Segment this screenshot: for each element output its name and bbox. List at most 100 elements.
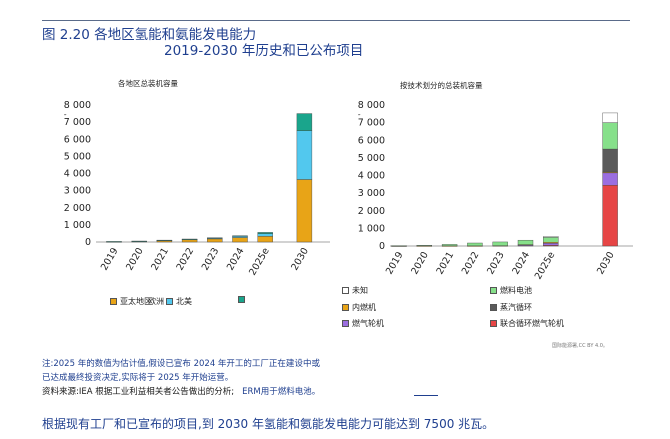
legend-swatch: [490, 304, 497, 311]
bar-segment-2030-2: [296, 113, 313, 131]
x-tick-label: 2025e: [247, 246, 272, 278]
legend-item: 燃气轮机: [342, 318, 384, 329]
legend-label: 燃气轮机: [352, 319, 384, 328]
y-tick-label: 5 000: [358, 153, 385, 164]
bar-segment-2030-3: [602, 148, 618, 173]
legend-swatch: [166, 298, 173, 305]
legend-item: 亚太地区: [110, 296, 152, 307]
bar-segment-2019-2: [106, 241, 122, 243]
x-tick-label: 2020: [124, 246, 146, 272]
bar-segment-2030-4: [602, 122, 618, 150]
legend-item: 未知: [342, 285, 368, 296]
bar-segment-2023-0: [207, 238, 223, 243]
legend-swatch: [342, 304, 349, 311]
x-tick-label: 2025e: [533, 250, 558, 282]
note-line2: 已达成最终投资决定,实际将于 2025 年开始运营。: [42, 373, 234, 383]
x-tick-label: 2021: [435, 250, 457, 276]
bar-segment-2030-0: [296, 179, 313, 243]
legend-item: 联合循环燃气轮机: [490, 318, 564, 329]
y-tick-label: 6 000: [64, 134, 91, 145]
legend-label: 欧洲: [148, 297, 164, 306]
bar-segment-2023-2: [207, 237, 223, 239]
figure-title-line1: 图 2.20 各地区氢能和氨能发电能力: [42, 27, 257, 43]
left-chart-title: 各地区总装机容量: [118, 79, 178, 88]
summary-text: 根据现有工厂和已宣布的项目,到 2030 年氢能和氨能发电能力可能达到 7500…: [42, 417, 495, 431]
bar-segment-2023-4: [492, 241, 508, 246]
legend-item: 北美: [166, 296, 192, 307]
y-tick-label: 7 000: [64, 117, 91, 128]
note-line1: 注:2025 年的数值为估计值,假设已宣布 2024 年开工的工厂正在建设中或: [42, 359, 320, 369]
bar-segment-2030-1: [602, 172, 618, 186]
legend-label: 未知: [352, 286, 368, 295]
legend-label: 内燃机: [352, 303, 376, 312]
notes: 注:2025 年的数值为估计值,假设已宣布 2024 年开工的工厂正在建设中或 …: [42, 357, 320, 399]
bar-segment-2021-2: [156, 239, 173, 241]
bar-segment-2020-4: [416, 245, 433, 247]
legend-label: 联合循环燃气轮机: [500, 319, 564, 328]
bar-segment-2025e-0: [257, 236, 273, 243]
legend-item: 内燃机: [342, 302, 376, 313]
x-tick-label: 2022: [460, 250, 482, 276]
legend-item: 蒸汽循环: [490, 302, 532, 313]
legend-swatch: [490, 287, 497, 294]
x-tick-label: 2023: [485, 250, 507, 276]
x-tick-label: 2020: [409, 250, 431, 276]
bar-segment-2025e-1: [543, 242, 559, 246]
axis-tick-mark: ″: [358, 113, 361, 121]
y-tick-label: 1 000: [358, 223, 385, 234]
bar-segment-2019-4: [391, 245, 407, 247]
bar-segment-2030-5: [602, 112, 618, 123]
y-tick-label: 4 000: [358, 171, 385, 182]
legend-label: 燃料电池: [500, 286, 532, 295]
y-tick-label: 0: [85, 237, 91, 248]
x-tick-label: 2030: [289, 246, 311, 272]
x-tick-label: 2023: [200, 246, 222, 272]
x-tick-label: 2022: [175, 246, 197, 272]
y-tick-label: 2 000: [64, 203, 91, 214]
bar-segment-2025e-1: [257, 233, 273, 237]
left-chart: 0 1 000 2 000 3 000 4 000 5 000 6 000 7 000 8 00…: [64, 100, 330, 278]
top-rule: [42, 20, 630, 21]
y-tick-label: 5 000: [64, 151, 91, 162]
legend-item: 欧洲: [148, 296, 164, 307]
legend-label: 蒸汽循环: [500, 303, 532, 312]
x-tick-label: 2024: [225, 246, 247, 272]
bar-segment-2024-0: [232, 237, 248, 243]
bar-segment-2030-0: [602, 184, 618, 247]
legend-swatch: [342, 287, 349, 294]
bar-segment-2030-1: [296, 130, 313, 180]
y-tick-label: 8 000: [64, 100, 91, 111]
bar-segment-2020-2: [131, 240, 147, 242]
bar-segment-2025e-4: [543, 237, 559, 243]
bar-segment-2022-0: [181, 239, 198, 243]
y-tick-label: 6 000: [358, 135, 385, 146]
credit: 国际能源署,CC BY 4.0。: [552, 343, 608, 349]
legend-swatch: [342, 320, 349, 327]
right-chart: 0 1 000 2 000 3 000 4 000 5 000 6 000 7 000 8 00…: [358, 100, 633, 282]
bar-segment-2024-4: [517, 239, 534, 245]
erm-note: ERM用于燃料电池。: [242, 387, 321, 397]
x-tick-label: 2030: [595, 250, 617, 276]
note-underline: [414, 395, 438, 396]
y-tick-label: 7 000: [358, 118, 385, 129]
bar-segment-2025e-2: [257, 232, 273, 234]
legend-item: [238, 296, 248, 303]
y-tick-label: 3 000: [64, 186, 91, 197]
right-chart-title: 按技术划分的总装机容量: [400, 81, 483, 90]
x-tick-label: 2019: [99, 246, 121, 272]
bar-segment-2025e-5: [543, 236, 559, 238]
source-text: 资料来源:IEA 根据工业利益相关者公告做出的分析;: [42, 387, 235, 397]
figure-title: 图 2.20 各地区氢能和氨能发电能力 2019-2030 年历史和已公布项目: [42, 27, 363, 59]
legend-swatch: [110, 298, 117, 305]
x-tick-label: 2021: [149, 246, 171, 272]
axis-tick-mark: ″: [64, 113, 67, 121]
bar-segment-2022-4: [467, 242, 483, 247]
bar-segment-2021-4: [441, 244, 458, 247]
bar-segment-2024-2: [232, 235, 248, 237]
y-tick-label: 8 000: [358, 100, 385, 111]
legend-swatch: [490, 320, 497, 327]
y-tick-label: 2 000: [358, 206, 385, 217]
legend-swatch: [238, 296, 245, 303]
legend-label: 北美: [176, 297, 192, 306]
x-tick-label: 2019: [384, 250, 406, 276]
